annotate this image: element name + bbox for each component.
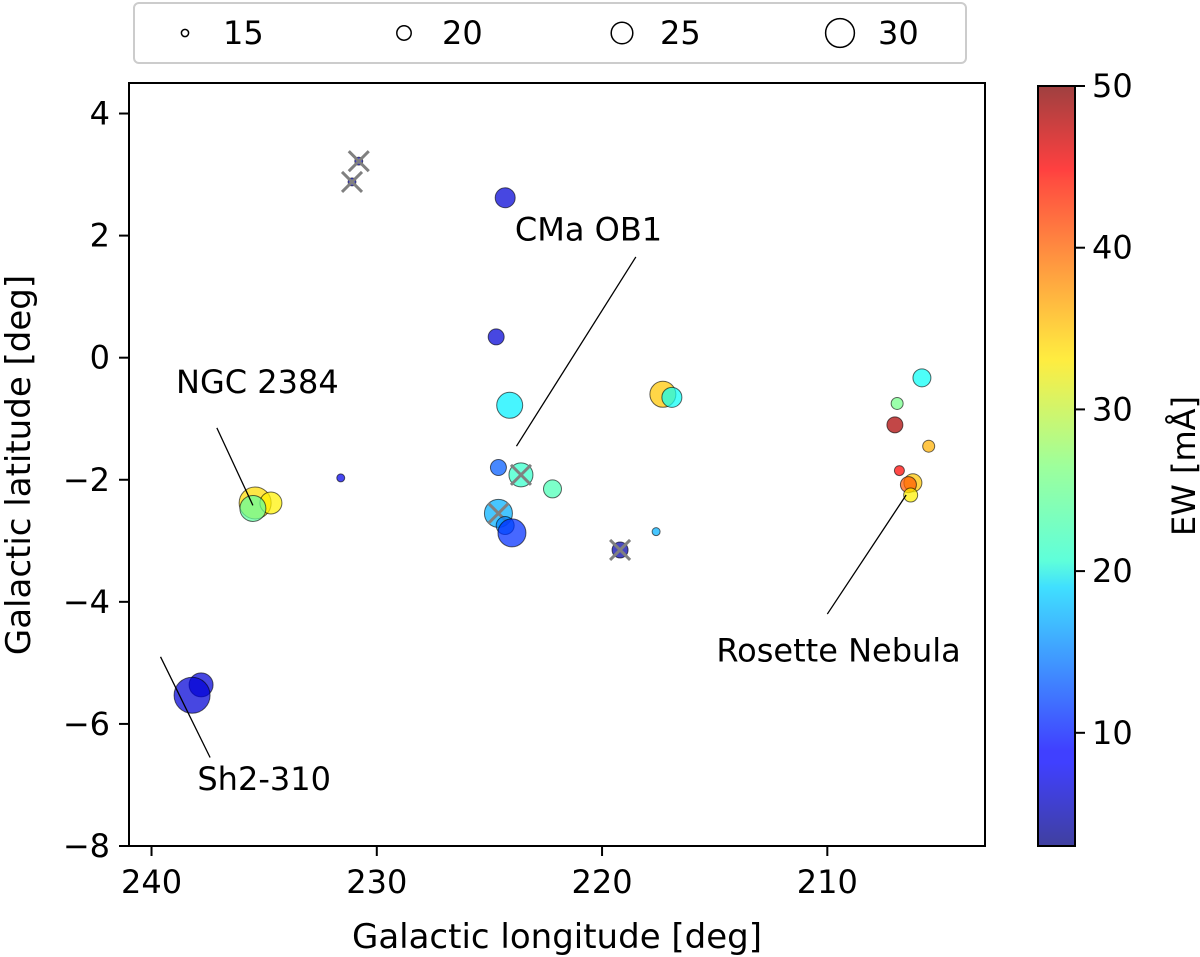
y-tick-label: −2: [63, 461, 110, 499]
y-axis: 4 2 0 −2 −4 −6 −8: [63, 95, 129, 865]
legend-size-label: 25: [660, 14, 701, 52]
data-point: [651, 527, 661, 537]
y-tick-label: 2: [90, 217, 110, 255]
y-axis-label: Galactic latitude [deg]: [0, 275, 39, 655]
legend-size-label: 30: [878, 14, 919, 52]
data-point: [890, 396, 904, 410]
data-point: [336, 473, 346, 483]
data-point: [494, 187, 516, 209]
y-tick-label: −8: [63, 827, 110, 865]
colorbar-tick-label: 20: [1092, 552, 1133, 590]
data-point: [239, 494, 267, 522]
annotation-label: NGC 2384: [176, 363, 339, 401]
size-legend: 15 20 25 30: [133, 2, 967, 64]
flag-cross-marker: [509, 463, 533, 486]
data-point: [497, 518, 527, 548]
legend-size-label: 20: [442, 14, 483, 52]
colorbar: 10 20 30 40 50 EW [mÅ]: [1037, 67, 1200, 847]
annotation-line: [826, 494, 907, 615]
legend-size-marker: [180, 28, 190, 38]
plot-frame: [128, 82, 986, 847]
annotation-line: [216, 427, 254, 506]
colorbar-frame: [1037, 85, 1076, 847]
legend-size-marker: [610, 21, 634, 45]
colorbar-gradient: [1038, 86, 1075, 846]
y-tick-label: −4: [63, 583, 110, 621]
y-tick-label: −6: [63, 705, 110, 743]
annotation-line: [515, 256, 637, 447]
data-point: [661, 386, 683, 408]
data-point: [893, 465, 905, 477]
data-point: [542, 479, 562, 499]
colorbar-tick-label: 40: [1092, 229, 1133, 267]
data-point: [489, 459, 507, 477]
x-tick-label: 240: [121, 863, 182, 901]
flag-cross-marker: [609, 538, 632, 562]
x-tick-label: 210: [797, 863, 858, 901]
data-point: [903, 487, 919, 503]
annotation-label: Sh2-310: [197, 760, 331, 798]
y-tick-label: 0: [90, 339, 110, 377]
colorbar-tick-label: 10: [1092, 714, 1133, 752]
legend-size-marker: [396, 25, 412, 41]
legend-size-label: 15: [223, 14, 264, 52]
data-point: [173, 676, 211, 714]
flag-cross-marker: [340, 170, 364, 193]
x-axis: 240 230 220 210: [121, 846, 858, 901]
colorbar-tick-label: 50: [1092, 67, 1133, 105]
x-axis-label: Galactic longitude [deg]: [352, 917, 762, 957]
flag-cross-marker: [347, 150, 370, 173]
legend-size-marker: [824, 17, 856, 49]
colorbar-label: EW [mÅ]: [1165, 396, 1200, 536]
annotation-line: [159, 656, 211, 758]
data-point: [496, 391, 524, 419]
annotation-label: Rosette Nebula: [716, 632, 960, 670]
legend-frame: [133, 2, 967, 64]
data-point: [487, 328, 505, 346]
x-tick-label: 220: [572, 863, 633, 901]
colorbar-tick-label: 30: [1092, 390, 1133, 428]
x-tick-label: 230: [346, 863, 407, 901]
data-point: [922, 439, 936, 453]
annotation-label: CMa OB1: [515, 210, 662, 248]
data-point: [886, 416, 904, 434]
y-tick-label: 4: [90, 95, 110, 133]
data-point: [912, 368, 932, 388]
